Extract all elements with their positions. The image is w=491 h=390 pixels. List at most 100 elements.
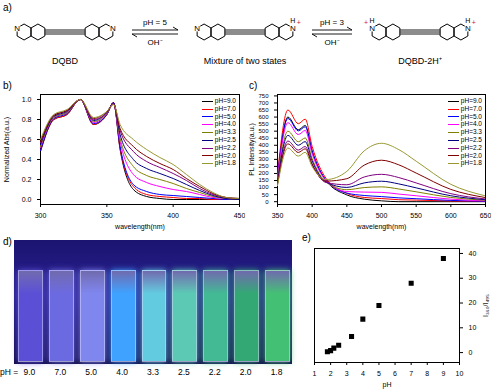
svg-text:450: 450 xyxy=(234,212,245,219)
svg-text:0: 0 xyxy=(265,199,269,205)
svg-text:600: 600 xyxy=(445,212,457,219)
svg-text:30: 30 xyxy=(469,274,477,281)
svg-text:wavelength(nm): wavelength(nm) xyxy=(356,223,407,231)
html-text:pH=7.0: pH=7.0 xyxy=(214,104,236,112)
svg-text:450: 450 xyxy=(258,135,269,141)
svg-text:OH⁻: OH⁻ xyxy=(325,38,340,47)
html-text:2.5: 2.5 xyxy=(178,367,190,377)
html-text:pH=4.0: pH=4.0 xyxy=(460,120,482,128)
svg-text:H: H xyxy=(370,17,375,24)
html-text:5.0: 5.0 xyxy=(85,367,98,377)
html-text:pH=2.2: pH=2.2 xyxy=(214,143,236,151)
html-text:7.0: 7.0 xyxy=(54,367,67,377)
html-text:d): d) xyxy=(3,236,12,247)
svg-text:400: 400 xyxy=(167,212,179,219)
svg-text:N: N xyxy=(369,24,375,33)
svg-text:8: 8 xyxy=(425,370,429,377)
svg-text:N: N xyxy=(110,24,116,33)
svg-text:0.8: 0.8 xyxy=(22,116,32,123)
html-text:pH =: pH = xyxy=(0,367,19,377)
svg-text:0.0: 0.0 xyxy=(22,196,32,203)
html-text:2.2: 2.2 xyxy=(208,367,221,377)
svg-text:50: 50 xyxy=(262,192,269,198)
svg-text:400: 400 xyxy=(306,212,318,219)
html-text:e): e) xyxy=(302,232,311,243)
svg-text:N: N xyxy=(290,24,296,33)
svg-text:300: 300 xyxy=(35,212,47,219)
svg-text:4: 4 xyxy=(361,370,365,377)
svg-text:650: 650 xyxy=(480,212,491,219)
svg-text:700: 700 xyxy=(258,100,269,106)
svg-text:0.2: 0.2 xyxy=(22,176,32,183)
svg-text:+: + xyxy=(472,19,476,26)
svg-text:10: 10 xyxy=(469,324,477,331)
svg-text:650: 650 xyxy=(258,107,269,113)
svg-text:pH = 3: pH = 3 xyxy=(320,18,344,27)
html-text:pH=3.3: pH=3.3 xyxy=(460,128,482,136)
svg-text:7: 7 xyxy=(409,370,413,377)
svg-text:1.0: 1.0 xyxy=(22,96,32,103)
svg-text:250: 250 xyxy=(258,163,269,169)
svg-text:Normalized Abs(a.u.): Normalized Abs(a.u.) xyxy=(3,117,11,182)
svg-text:400: 400 xyxy=(258,142,269,148)
svg-text:6: 6 xyxy=(393,370,397,377)
html-text:2.0: 2.0 xyxy=(239,367,252,377)
svg-text:600: 600 xyxy=(258,114,269,120)
html-text:pH=2.2: pH=2.2 xyxy=(460,143,482,151)
html-text:a): a) xyxy=(3,2,12,13)
svg-text:1: 1 xyxy=(313,370,317,377)
svg-text:550: 550 xyxy=(410,212,422,219)
svg-text:350: 350 xyxy=(101,212,113,219)
svg-text:100: 100 xyxy=(258,184,269,190)
svg-text:Mixture of two states: Mixture of two states xyxy=(204,56,287,66)
svg-text:0: 0 xyxy=(469,349,473,356)
svg-text:DQBD: DQBD xyxy=(52,56,79,66)
html-text:pH=1.8: pH=1.8 xyxy=(214,159,236,167)
svg-text:wavelength(nm): wavelength(nm) xyxy=(114,223,165,231)
html-text:pH=7.0: pH=7.0 xyxy=(460,104,482,112)
svg-text:DQBD-2H⁺: DQBD-2H⁺ xyxy=(398,56,442,66)
svg-text:40: 40 xyxy=(469,250,477,257)
svg-text:N: N xyxy=(465,24,471,33)
html-text:1.8: 1.8 xyxy=(270,367,283,377)
svg-text:0.6: 0.6 xyxy=(22,136,32,143)
svg-text:350: 350 xyxy=(272,212,284,219)
svg-text:200: 200 xyxy=(258,170,269,176)
html-text:pH=5.0: pH=5.0 xyxy=(214,112,236,120)
svg-text:300: 300 xyxy=(258,156,269,162)
svg-text:550: 550 xyxy=(258,121,269,127)
svg-text:500: 500 xyxy=(376,212,388,219)
svg-text:350: 350 xyxy=(258,149,269,155)
html-text:4.0: 4.0 xyxy=(116,367,128,377)
html-text:c): c) xyxy=(249,80,258,91)
svg-text:5: 5 xyxy=(377,370,381,377)
html-text:3.3: 3.3 xyxy=(147,367,159,377)
svg-text:3: 3 xyxy=(345,370,349,377)
svg-text:H: H xyxy=(290,17,295,24)
svg-text:750: 750 xyxy=(258,93,269,99)
html-text:pH=4.0: pH=4.0 xyxy=(214,120,236,128)
svg-text:2: 2 xyxy=(329,370,333,377)
svg-text:pH = 5: pH = 5 xyxy=(143,18,167,27)
svg-text:0.4: 0.4 xyxy=(22,156,32,163)
svg-text:+: + xyxy=(364,19,368,26)
svg-text:I₃₆₀/I₄₉₅: I₃₆₀/I₄₉₅ xyxy=(482,294,489,317)
svg-text:N: N xyxy=(14,24,20,33)
html-text:b): b) xyxy=(3,80,12,91)
html-text:pH=2.0: pH=2.0 xyxy=(214,151,236,159)
svg-text:450: 450 xyxy=(341,212,353,219)
svg-text:N: N xyxy=(194,24,200,33)
html-text:9.0: 9.0 xyxy=(23,367,36,377)
svg-text:H: H xyxy=(465,17,470,24)
svg-text:+: + xyxy=(297,19,301,26)
svg-text:PL Intensity(a.u.): PL Intensity(a.u.) xyxy=(248,123,256,176)
html-text:pH=3.3: pH=3.3 xyxy=(214,128,236,136)
svg-text:10: 10 xyxy=(456,370,464,377)
svg-text:500: 500 xyxy=(258,128,269,134)
svg-text:9: 9 xyxy=(441,370,445,377)
svg-text:pH: pH xyxy=(383,381,392,389)
svg-text:20: 20 xyxy=(469,299,477,306)
svg-text:150: 150 xyxy=(258,177,269,183)
html-text:pH=5.0: pH=5.0 xyxy=(460,112,482,120)
svg-text:OH⁻: OH⁻ xyxy=(148,38,163,47)
